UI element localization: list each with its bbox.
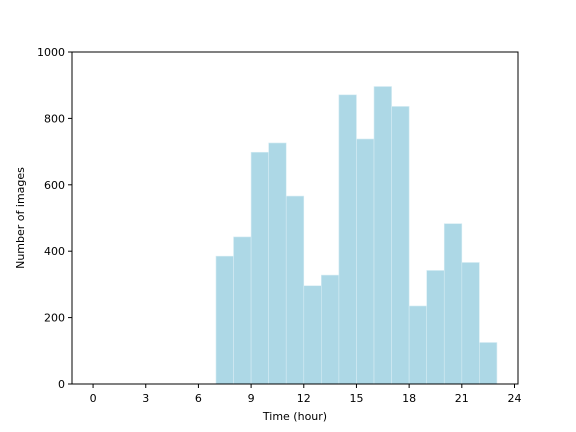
histogram-bar bbox=[233, 236, 252, 385]
histogram-bar bbox=[215, 255, 234, 385]
histogram-bar bbox=[391, 106, 410, 385]
histogram-bar bbox=[268, 142, 287, 385]
bars-group bbox=[215, 86, 498, 385]
x-tick-label: 15 bbox=[349, 392, 363, 405]
histogram-bar bbox=[479, 342, 498, 385]
y-tick-label: 200 bbox=[44, 312, 65, 325]
x-tick-label: 24 bbox=[507, 392, 521, 405]
x-tick-label: 3 bbox=[142, 392, 149, 405]
y-tick-label: 1000 bbox=[37, 46, 65, 59]
y-tick-label: 400 bbox=[44, 245, 65, 258]
y-axis-label: Number of images bbox=[14, 167, 27, 269]
x-tick-label: 0 bbox=[90, 392, 97, 405]
plot-frame bbox=[71, 51, 519, 385]
x-axis-ticks: 0 3 6 9 12 15 18 21 24 bbox=[90, 384, 521, 405]
histogram-bar bbox=[321, 274, 340, 385]
histogram-bar bbox=[408, 305, 427, 385]
y-tick-label: 600 bbox=[44, 179, 65, 192]
x-tick-label: 21 bbox=[455, 392, 469, 405]
x-tick-label: 12 bbox=[297, 392, 311, 405]
histogram-bar bbox=[461, 262, 480, 385]
histogram-bar bbox=[303, 285, 322, 385]
histogram-bar bbox=[338, 94, 357, 385]
x-tick-label: 6 bbox=[195, 392, 202, 405]
x-axis-label: Time (hour) bbox=[262, 410, 327, 423]
y-tick-label: 800 bbox=[44, 112, 65, 125]
histogram-bar bbox=[426, 270, 445, 385]
histogram-bar bbox=[356, 138, 375, 385]
histogram-bar bbox=[373, 86, 392, 385]
x-tick-label: 18 bbox=[402, 392, 416, 405]
histogram-bar bbox=[285, 195, 305, 385]
y-axis-ticks: 0 200 400 600 800 1000 bbox=[37, 46, 72, 391]
histogram-bar bbox=[443, 223, 463, 385]
histogram-bar bbox=[250, 151, 269, 385]
x-tick-label: 9 bbox=[248, 392, 255, 405]
y-tick-label: 0 bbox=[58, 378, 65, 391]
